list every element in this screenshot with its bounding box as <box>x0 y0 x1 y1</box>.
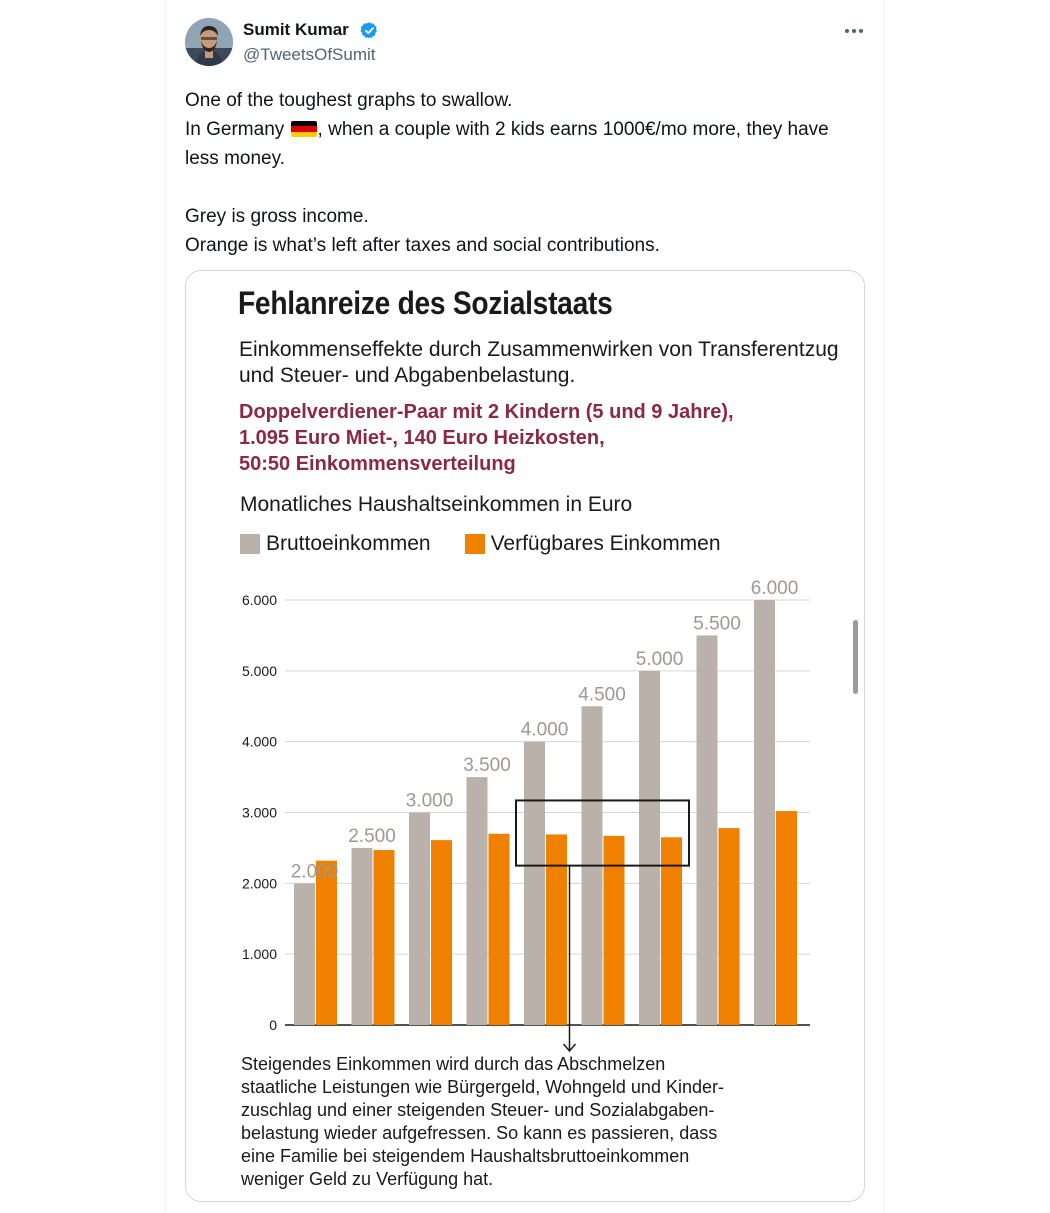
legend-label-net: Verfügbares Einkommen <box>490 532 721 555</box>
y-tick-label: 0 <box>269 1017 277 1033</box>
legend-swatch-gross <box>240 534 260 554</box>
chart-highlight: Doppelverdiener-Paar mit 2 Kindern (5 un… <box>239 399 839 477</box>
bar-gross <box>524 741 545 1025</box>
bar-net <box>718 828 740 1025</box>
bar-net <box>488 833 510 1025</box>
bar-chart: 0 1.000 2.000 3.000 4.000 5.000 6.000 2.000 2.50… <box>242 578 810 1053</box>
tweet-line: One of the toughest graphs to swallow. <box>185 90 513 111</box>
chart-legend: Bruttoeinkommen Verfügbares Einkommen <box>240 531 755 557</box>
user-avatar-icon <box>185 18 233 66</box>
legend-item-gross: Bruttoeinkommen <box>240 532 431 556</box>
data-label-gross: 3.000 <box>406 791 454 812</box>
tweet-line: Orange is what’s left after taxes and so… <box>185 235 660 256</box>
chart-highlight-line: 50:50 Einkommensverteilung <box>239 453 516 475</box>
tweet-text: One of the toughest graphs to swallow. I… <box>185 86 865 260</box>
bar-net <box>316 860 337 1025</box>
data-label-gross: 2.500 <box>348 826 396 847</box>
chart-unit-label: Monatliches Haushaltseinkommen in Euro <box>240 493 633 516</box>
y-tick-label: 2.000 <box>242 875 277 891</box>
bar-net <box>373 850 395 1025</box>
data-label-gross: 4.000 <box>521 720 569 741</box>
data-label-gross: 4.500 <box>578 684 626 705</box>
chart-highlight-line: Doppelverdiener-Paar mit 2 Kindern (5 un… <box>239 401 734 423</box>
data-label-gross: 6.000 <box>751 578 799 599</box>
verified-badge-icon[interactable] <box>360 21 379 40</box>
annotation-box <box>515 799 690 867</box>
chart-note-line: Steigendes Einkommen wird durch das Absc… <box>241 1054 666 1074</box>
data-label-gross: 2.000 <box>291 861 339 882</box>
chart-note-line: eine Familie bei steigendem Haushaltsbru… <box>241 1146 690 1166</box>
bar-gross <box>294 883 315 1025</box>
chart-note-line: zuschlag und einer steigenden Steuer- un… <box>241 1100 715 1120</box>
y-tick-label: 5.000 <box>242 663 277 679</box>
author-name[interactable]: Sumit Kumar <box>243 20 349 39</box>
data-label-gross: 3.500 <box>463 755 511 776</box>
scrollbar-thumb[interactable] <box>853 620 858 694</box>
bar-net <box>661 837 682 1025</box>
tweet-line: In Germany , when a couple with 2 kids e… <box>185 115 865 173</box>
bar-net <box>603 835 625 1025</box>
chart-note-line: belastung wieder aufgefressen. So kann e… <box>241 1123 718 1143</box>
bar-gross <box>696 635 718 1025</box>
legend-item-net: Verfügbares Einkommen <box>464 532 721 556</box>
avatar[interactable] <box>185 18 233 66</box>
bar-net <box>776 811 797 1025</box>
data-label-gross: 5.500 <box>693 613 741 634</box>
bar-gross <box>754 600 775 1025</box>
bar-gross <box>639 670 660 1025</box>
germany-flag-icon <box>290 121 317 137</box>
chart-note-line: staatliche Leistungen wie Bürgergeld, Wo… <box>241 1077 724 1097</box>
more-options-icon[interactable] <box>843 20 865 42</box>
y-tick-label: 3.000 <box>242 805 277 821</box>
bar-gross <box>351 847 373 1025</box>
bar-net <box>546 834 567 1025</box>
legend-label-gross: Bruttoeinkommen <box>266 532 431 555</box>
tweet-column <box>165 0 885 1213</box>
y-tick-label: 1.000 <box>242 946 277 962</box>
chart-title: Fehlanreize des Sozialstaats <box>238 285 613 321</box>
bar-gross <box>409 812 430 1025</box>
chart-subtitle: Einkommenseffekte durch Zusammenwirken v… <box>239 338 839 387</box>
author-handle[interactable]: @TweetsOfSumit <box>243 45 376 64</box>
chart-note: Steigendes Einkommen wird durch das Absc… <box>241 1053 821 1191</box>
legend-swatch-net <box>464 534 485 554</box>
data-label-gross: 5.000 <box>636 649 684 670</box>
tweet-media-card[interactable] <box>185 270 865 1202</box>
tweet-line: Grey is gross income. <box>185 206 369 227</box>
chart-note-line: weniger Geld zu Verfügung hat. <box>241 1169 494 1189</box>
chart-highlight-line: 1.095 Euro Miet-, 140 Euro Heizkosten, <box>239 427 605 449</box>
annotation-arrow-head <box>562 1043 577 1053</box>
tweet-text-segment: , when a couple with 2 kids earns 1000€/… <box>185 119 829 169</box>
y-tick-label: 6.000 <box>242 592 277 608</box>
y-tick-label: 4.000 <box>242 734 277 750</box>
bar-gross <box>466 777 488 1025</box>
bar-net <box>431 840 452 1025</box>
tweet-text-segment: In Germany <box>185 119 290 140</box>
